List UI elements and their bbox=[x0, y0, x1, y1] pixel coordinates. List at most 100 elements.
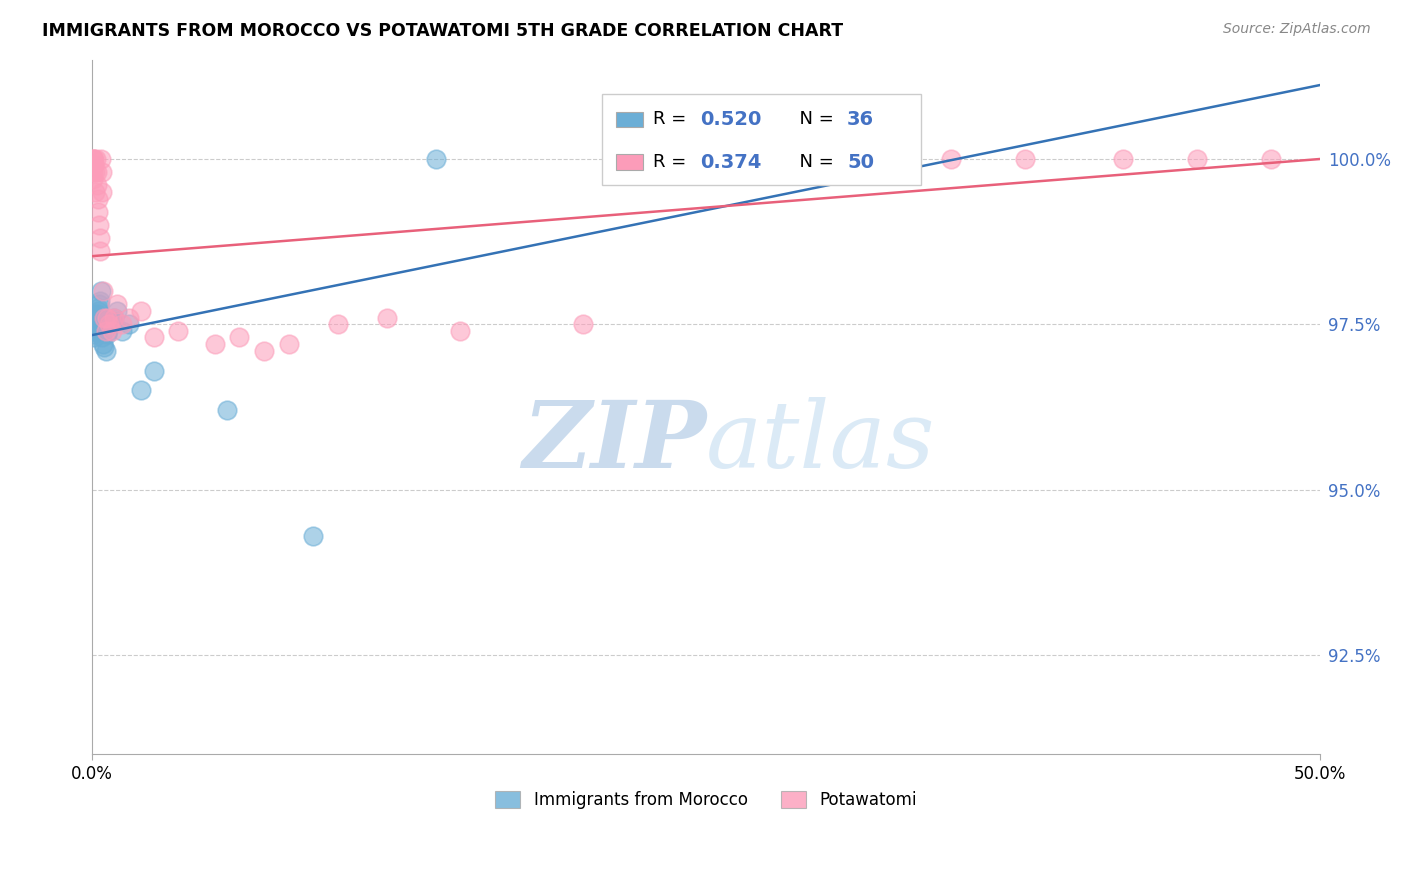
Point bbox=[84, 152, 107, 166]
Point bbox=[621, 152, 644, 166]
Point bbox=[302, 529, 325, 543]
Point bbox=[82, 171, 104, 186]
Point bbox=[103, 310, 125, 325]
Point bbox=[86, 165, 108, 179]
Text: N =: N = bbox=[789, 111, 839, 128]
Point bbox=[277, 337, 299, 351]
Point bbox=[572, 317, 595, 331]
Point bbox=[87, 301, 110, 315]
Point bbox=[83, 320, 105, 334]
Point bbox=[90, 152, 112, 166]
Text: IMMIGRANTS FROM MOROCCO VS POTAWATOMI 5TH GRADE CORRELATION CHART: IMMIGRANTS FROM MOROCCO VS POTAWATOMI 5T… bbox=[42, 22, 844, 40]
Point bbox=[82, 165, 104, 179]
Point bbox=[167, 324, 190, 338]
Point bbox=[83, 330, 105, 344]
Point bbox=[253, 343, 276, 358]
Point bbox=[91, 284, 114, 298]
Point bbox=[87, 218, 110, 232]
Text: R =: R = bbox=[654, 153, 692, 171]
Point bbox=[866, 152, 889, 166]
Point bbox=[91, 337, 114, 351]
Text: N =: N = bbox=[789, 153, 839, 171]
FancyBboxPatch shape bbox=[602, 95, 921, 185]
Point bbox=[204, 337, 226, 351]
Point bbox=[94, 324, 117, 338]
Point bbox=[96, 327, 118, 342]
Point bbox=[98, 317, 121, 331]
Point bbox=[111, 317, 134, 331]
Point bbox=[82, 310, 104, 325]
Text: 0.374: 0.374 bbox=[700, 153, 761, 171]
Text: atlas: atlas bbox=[706, 397, 935, 487]
Point bbox=[217, 403, 239, 417]
Point bbox=[817, 152, 839, 166]
Point bbox=[695, 152, 717, 166]
Point bbox=[142, 330, 165, 344]
Point bbox=[1112, 152, 1135, 166]
Point bbox=[105, 304, 128, 318]
Point bbox=[101, 324, 124, 338]
Point bbox=[83, 327, 105, 342]
Point bbox=[90, 165, 112, 179]
Text: 0.520: 0.520 bbox=[700, 110, 761, 128]
Point bbox=[87, 204, 110, 219]
Text: ZIP: ZIP bbox=[522, 397, 706, 487]
Point bbox=[87, 297, 110, 311]
Point bbox=[375, 310, 398, 325]
Point bbox=[86, 178, 108, 193]
Point bbox=[94, 343, 117, 358]
Text: R =: R = bbox=[654, 111, 692, 128]
Point bbox=[96, 310, 118, 325]
Text: 36: 36 bbox=[846, 110, 875, 128]
Point bbox=[103, 310, 125, 325]
Point bbox=[941, 152, 963, 166]
Point bbox=[1260, 152, 1282, 166]
Point bbox=[768, 152, 790, 166]
Point bbox=[97, 324, 120, 338]
Point bbox=[91, 330, 114, 344]
Legend: Immigrants from Morocco, Potawatomi: Immigrants from Morocco, Potawatomi bbox=[488, 784, 924, 815]
Point bbox=[118, 317, 141, 331]
Point bbox=[93, 310, 115, 325]
Point bbox=[86, 304, 108, 318]
Point bbox=[93, 340, 115, 354]
Point bbox=[129, 384, 152, 398]
Bar bbox=[616, 112, 644, 127]
Bar bbox=[616, 154, 644, 169]
Point bbox=[86, 314, 108, 328]
Point bbox=[89, 294, 111, 309]
Point bbox=[101, 314, 124, 328]
Point bbox=[90, 284, 112, 298]
Point bbox=[621, 152, 644, 166]
Point bbox=[82, 152, 104, 166]
Text: 50: 50 bbox=[846, 153, 875, 171]
Point bbox=[83, 165, 105, 179]
Point bbox=[91, 185, 114, 199]
Point bbox=[326, 317, 349, 331]
Point bbox=[89, 231, 111, 245]
Point bbox=[82, 324, 104, 338]
Point bbox=[86, 307, 108, 321]
Point bbox=[86, 192, 108, 206]
Point bbox=[86, 310, 108, 325]
Point bbox=[1185, 152, 1208, 166]
Point bbox=[98, 317, 121, 331]
Point bbox=[118, 310, 141, 325]
Point bbox=[105, 297, 128, 311]
Point bbox=[228, 330, 250, 344]
Point bbox=[82, 317, 104, 331]
Point bbox=[129, 304, 152, 318]
Point bbox=[449, 324, 471, 338]
Point bbox=[84, 185, 107, 199]
Point bbox=[1014, 152, 1036, 166]
Point bbox=[83, 158, 105, 172]
Point bbox=[89, 244, 111, 259]
Point bbox=[83, 324, 105, 338]
Point bbox=[83, 152, 105, 166]
Point bbox=[111, 324, 134, 338]
Point bbox=[82, 152, 104, 166]
Text: Source: ZipAtlas.com: Source: ZipAtlas.com bbox=[1223, 22, 1371, 37]
Point bbox=[82, 314, 104, 328]
Point bbox=[82, 307, 104, 321]
Point bbox=[425, 152, 447, 166]
